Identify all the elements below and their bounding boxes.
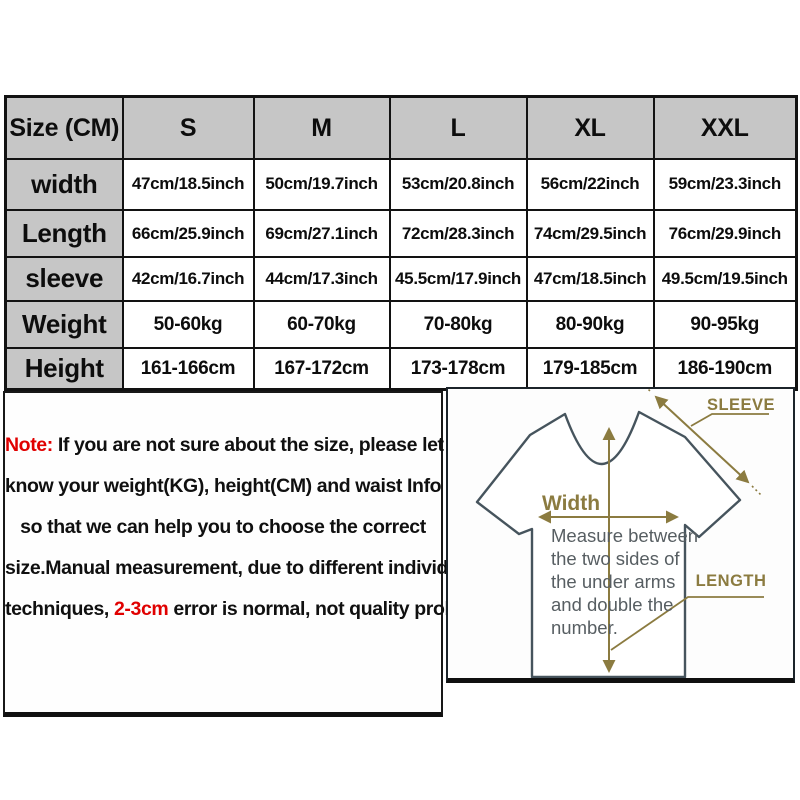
- table-header-row: Size (CM) S M L XL XXL: [4, 95, 798, 160]
- measure-instruction-line: and double the: [551, 594, 673, 615]
- note-prefix: Note:: [5, 434, 53, 456]
- value-cell: 161-166cm: [121, 347, 255, 391]
- sizing-note-box: Note: If you are not sure about the size…: [3, 391, 494, 717]
- row-label-length: Length: [4, 208, 124, 259]
- row-label-weight: Weight: [4, 300, 124, 350]
- sleeve-arrow-dotted-tail-bottom: [751, 485, 762, 496]
- value-cell: 167-172cm: [252, 347, 391, 391]
- sleeve-callout-line: [690, 413, 769, 427]
- size-chart-table: Size (CM) S M L XL XXL width 47cm/18.5in…: [4, 95, 798, 391]
- value-cell: 70-80kg: [388, 300, 528, 350]
- header-cell-m: M: [252, 95, 391, 160]
- value-cell: 53cm/20.8inch: [388, 157, 528, 211]
- length-label: LENGTH: [696, 572, 767, 590]
- header-cell-xxl: XXL: [652, 95, 798, 160]
- value-cell: 49.5cm/19.5inch: [652, 256, 798, 303]
- table-row-width: width 47cm/18.5inch 50cm/19.7inch 53cm/2…: [4, 157, 798, 211]
- value-cell: 47cm/18.5inch: [121, 157, 255, 211]
- note-line-5: techniques, 2-3cm error is normal, not q…: [5, 598, 494, 620]
- header-cell-size: Size (CM): [4, 95, 124, 160]
- value-cell: 80-90kg: [525, 300, 655, 350]
- width-label: Width: [542, 492, 600, 515]
- sleeve-arrow: [654, 395, 750, 484]
- value-cell: 179-185cm: [525, 347, 655, 391]
- table-row-sleeve: sleeve 42cm/16.7inch 44cm/17.3inch 45.5c…: [4, 256, 798, 303]
- sleeve-label: SLEEVE: [707, 396, 775, 414]
- measure-instruction-line: the two sides of: [551, 548, 680, 569]
- length-callout-line: [610, 596, 764, 651]
- row-label-height: Height: [4, 347, 124, 391]
- table-row-height: Height 161-166cm 167-172cm 173-178cm 179…: [4, 347, 798, 391]
- tshirt-measurement-diagram: SLEEVE Width LENGTH Measure between the …: [446, 387, 795, 683]
- table-row-length: Length 66cm/25.9inch 69cm/27.1inch 72cm/…: [4, 208, 798, 259]
- note-line-2: know your weight(KG), height(CM) and wai…: [5, 475, 484, 497]
- header-cell-l: L: [388, 95, 528, 160]
- value-cell: 50-60kg: [121, 300, 255, 350]
- value-cell: 72cm/28.3inch: [388, 208, 528, 259]
- value-cell: 66cm/25.9inch: [121, 208, 255, 259]
- measure-instruction-line: Measure between: [551, 525, 698, 546]
- value-cell: 76cm/29.9inch: [652, 208, 798, 259]
- table-row-weight: Weight 50-60kg 60-70kg 70-80kg 80-90kg 9…: [4, 300, 798, 350]
- tshirt-diagram-svg: SLEEVE Width LENGTH Measure between the …: [475, 389, 775, 678]
- value-cell: 173-178cm: [388, 347, 528, 391]
- value-cell: 42cm/16.7inch: [121, 256, 255, 303]
- value-cell: 90-95kg: [652, 300, 798, 350]
- value-cell: 60-70kg: [252, 300, 391, 350]
- value-cell: 56cm/22inch: [525, 157, 655, 211]
- note-line-3: so that we can help you to choose the co…: [20, 516, 426, 538]
- value-cell: 186-190cm: [652, 347, 798, 391]
- value-cell: 59cm/23.3inch: [652, 157, 798, 211]
- note-line-1: Note: If you are not sure about the size…: [5, 434, 471, 456]
- note-error-range: 2-3cm: [113, 598, 169, 620]
- note-line-4: size.Manual measurement, due to differen…: [5, 557, 476, 579]
- row-label-sleeve: sleeve: [4, 256, 124, 303]
- value-cell: 47cm/18.5inch: [525, 256, 655, 303]
- value-cell: 74cm/29.5inch: [525, 208, 655, 259]
- value-cell: 50cm/19.7inch: [252, 157, 391, 211]
- measure-instruction-line: number.: [551, 617, 618, 638]
- sleeve-arrow-dotted-tail-top: [646, 389, 653, 394]
- value-cell: 69cm/27.1inch: [252, 208, 391, 259]
- measure-instruction-line: the under arms: [551, 571, 675, 592]
- row-label-width: width: [4, 157, 124, 211]
- value-cell: 45.5cm/17.9inch: [388, 256, 528, 303]
- value-cell: 44cm/17.3inch: [252, 256, 391, 303]
- header-cell-s: S: [121, 95, 255, 160]
- header-cell-xl: XL: [525, 95, 655, 160]
